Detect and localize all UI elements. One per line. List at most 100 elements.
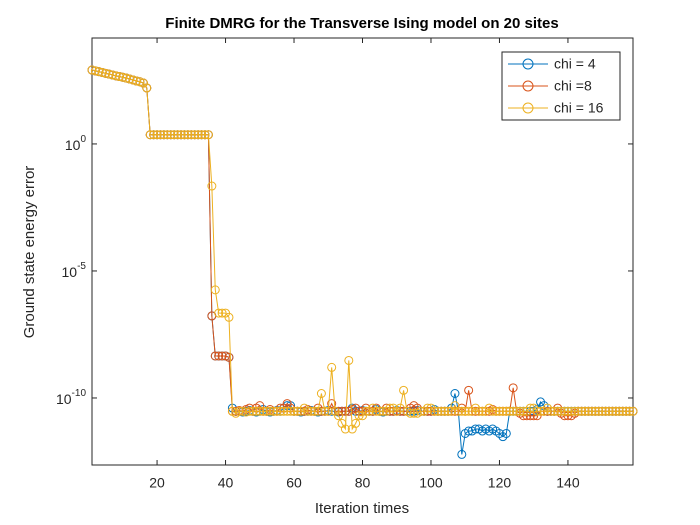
data-point <box>618 406 628 416</box>
data-point <box>114 72 124 82</box>
data-point <box>470 424 480 434</box>
x-tick-label: 40 <box>218 475 234 491</box>
y-tick-label: 10-5 <box>62 261 87 280</box>
y-tick-base: 10 <box>65 137 81 153</box>
data-point <box>186 130 196 140</box>
data-point <box>344 355 354 365</box>
data-point <box>573 406 583 416</box>
data-point <box>621 406 631 416</box>
data-point <box>94 67 104 77</box>
data-point <box>169 130 179 140</box>
data-point <box>580 406 590 416</box>
data-point <box>303 406 313 416</box>
y-axis-label: Ground state energy error <box>21 166 38 339</box>
data-point <box>508 383 518 393</box>
data-point <box>577 406 587 416</box>
data-point <box>464 385 474 395</box>
legend: chi = 4 chi =8 chi = 16 <box>501 51 621 121</box>
y-tick-base: 10 <box>62 264 78 280</box>
data-point <box>132 76 142 86</box>
data-point <box>556 406 566 416</box>
data-point <box>313 406 323 416</box>
data-point <box>566 406 576 416</box>
x-tick-label: 120 <box>488 475 512 491</box>
data-point <box>210 285 220 295</box>
data-point <box>316 389 326 399</box>
data-point <box>258 406 268 416</box>
data-point <box>104 69 114 79</box>
data-point <box>450 389 460 399</box>
data-point <box>108 70 118 80</box>
data-point <box>282 406 292 416</box>
data-point <box>197 130 207 140</box>
data-point <box>162 130 172 140</box>
data-point <box>334 411 344 421</box>
data-point <box>604 406 614 416</box>
x-tick-label: 20 <box>149 475 165 491</box>
data-point <box>183 130 193 140</box>
data-point <box>190 130 200 140</box>
data-point <box>546 406 556 416</box>
data-point <box>289 406 299 416</box>
data-point <box>320 406 330 416</box>
data-point <box>224 352 234 362</box>
legend-marker <box>522 102 534 114</box>
data-point <box>371 406 381 416</box>
data-point <box>611 406 621 416</box>
legend-label: chi =8 <box>554 78 592 94</box>
data-point <box>87 65 97 75</box>
y-tick-exponent: 0 <box>80 134 86 145</box>
data-point <box>138 78 148 88</box>
data-point <box>121 73 131 83</box>
data-point <box>125 74 135 84</box>
data-point <box>217 351 227 361</box>
legend-label: chi = 4 <box>554 56 596 72</box>
data-point <box>532 406 542 416</box>
data-point <box>392 406 402 416</box>
data-point <box>179 130 189 140</box>
data-point <box>563 406 573 416</box>
data-point <box>399 385 409 395</box>
y-tick-label: 10-10 <box>56 388 86 407</box>
y-tick-base: 10 <box>56 391 72 407</box>
data-point <box>587 406 597 416</box>
data-point <box>457 449 467 459</box>
data-point <box>207 181 217 191</box>
data-point <box>601 406 611 416</box>
data-point <box>364 406 374 416</box>
x-axis-label: Iteration times <box>315 500 409 517</box>
data-point <box>409 408 419 418</box>
data-point <box>262 406 272 416</box>
data-point <box>474 406 484 416</box>
data-point <box>173 130 183 140</box>
data-point <box>505 406 515 416</box>
data-point <box>549 406 559 416</box>
data-point <box>597 406 607 416</box>
data-point <box>128 75 138 85</box>
data-point <box>245 406 255 416</box>
data-point <box>375 406 385 416</box>
data-point <box>607 406 617 416</box>
data-point <box>155 130 165 140</box>
data-point <box>340 406 350 416</box>
data-point <box>358 411 367 421</box>
data-point <box>203 130 213 140</box>
y-tick-exponent: -5 <box>77 261 86 272</box>
data-point <box>498 406 508 416</box>
data-point <box>460 406 470 416</box>
data-point <box>296 406 306 416</box>
data-point <box>594 406 604 416</box>
data-point <box>467 406 477 416</box>
data-point <box>142 83 152 93</box>
x-tick-label: 140 <box>556 475 580 491</box>
data-point <box>176 130 186 140</box>
data-point <box>628 406 638 416</box>
data-point <box>388 403 398 413</box>
data-point <box>279 406 289 416</box>
data-point <box>323 406 333 416</box>
data-point <box>255 406 265 416</box>
data-point <box>515 406 525 416</box>
data-point <box>429 406 439 416</box>
